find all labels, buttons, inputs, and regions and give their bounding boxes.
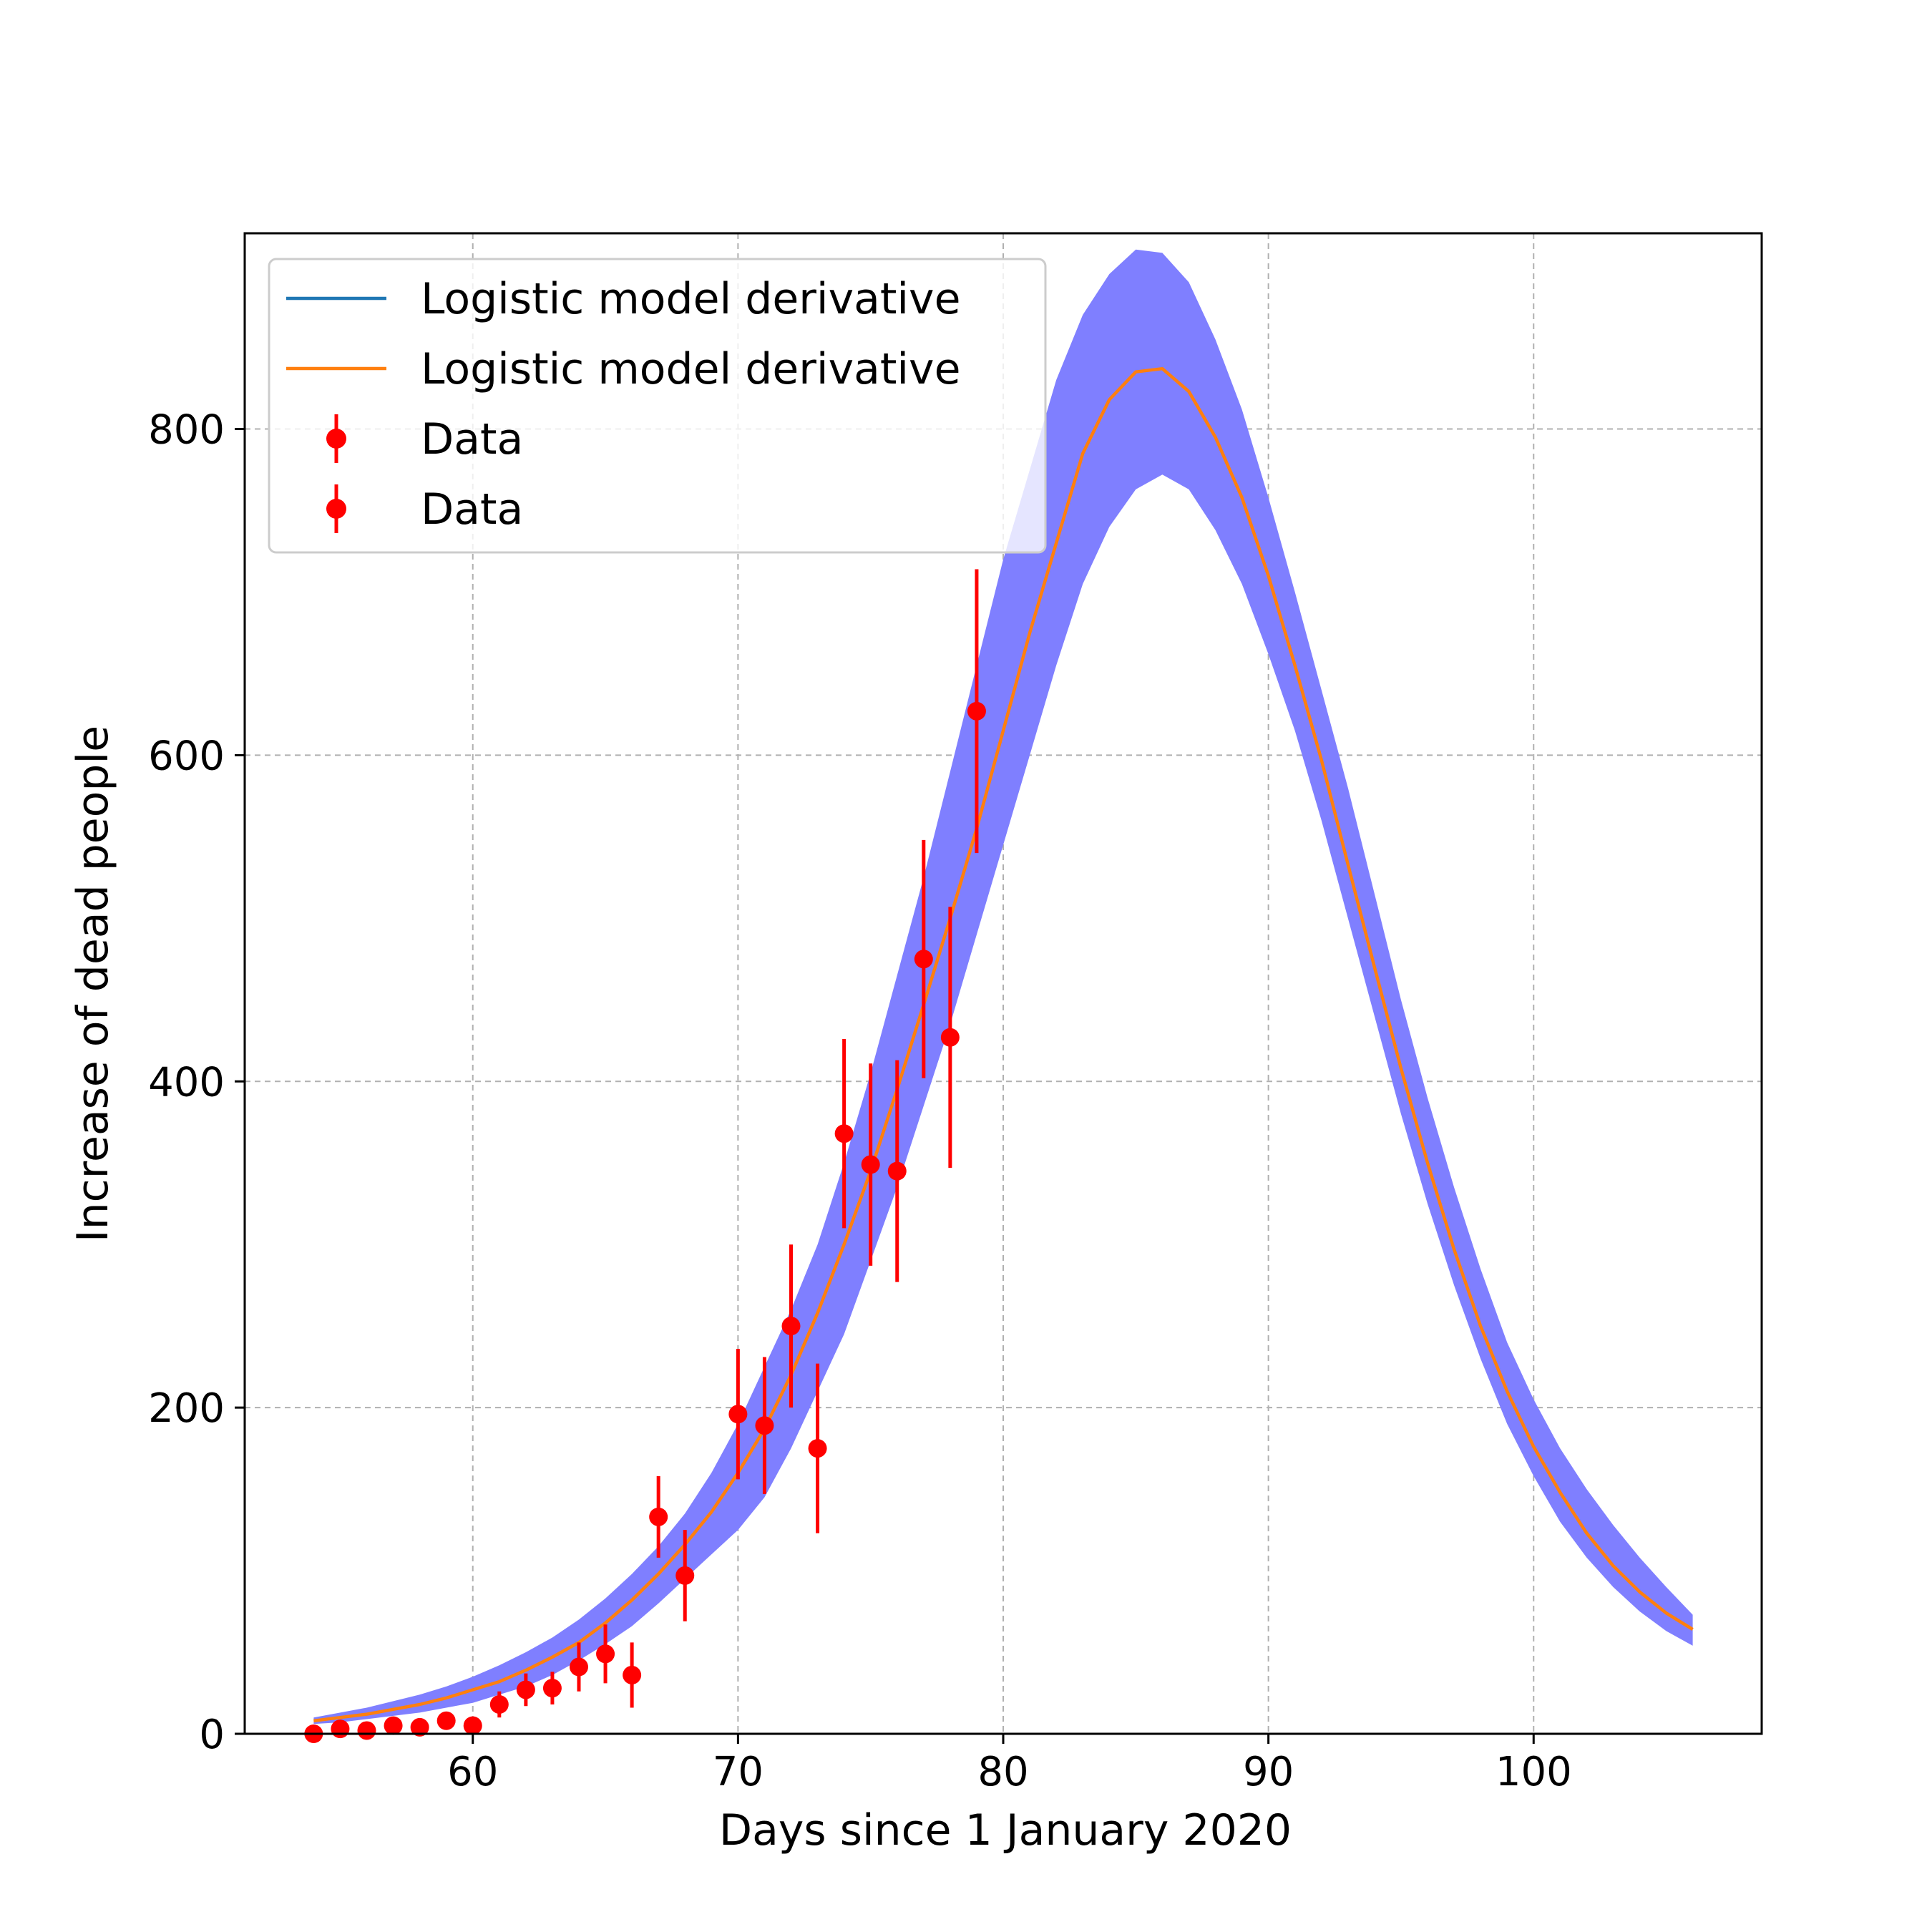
data-point xyxy=(675,1566,695,1585)
axis-ticks: 60 70 80 90 100 0 200 400 600 800 xyxy=(148,407,1572,1795)
legend-label: Logistic model derivative xyxy=(421,344,960,394)
x-tick-label: 80 xyxy=(977,1749,1028,1795)
y-tick-label: 600 xyxy=(148,733,225,779)
data-point xyxy=(569,1657,588,1677)
data-point xyxy=(542,1679,562,1698)
data-point xyxy=(887,1161,907,1181)
data-point xyxy=(940,1028,960,1047)
legend-label: Data xyxy=(421,414,523,464)
data-point xyxy=(755,1416,774,1435)
data-point xyxy=(861,1155,880,1174)
legend-point-swatch xyxy=(326,499,346,519)
x-tick-label: 100 xyxy=(1496,1749,1572,1795)
model-line xyxy=(313,366,1694,1723)
legend-label: Logistic model derivative xyxy=(421,274,960,324)
x-tick-label: 70 xyxy=(713,1749,763,1795)
data-point xyxy=(357,1721,376,1740)
data-point xyxy=(808,1439,827,1458)
x-tick-label: 60 xyxy=(447,1749,498,1795)
y-axis-label: Increase of dead people xyxy=(68,726,118,1242)
data-point xyxy=(463,1716,482,1735)
data-point xyxy=(331,1719,350,1739)
data-point xyxy=(781,1317,801,1336)
x-axis-label: Days since 1 January 2020 xyxy=(719,1805,1292,1855)
y-tick-label: 0 xyxy=(199,1712,225,1758)
legend-box xyxy=(268,258,1047,554)
legend: Logistic model derivative Logistic model … xyxy=(268,258,1047,554)
legend-label: Data xyxy=(421,484,523,535)
data-point xyxy=(516,1680,535,1699)
y-tick-label: 800 xyxy=(148,407,225,454)
data-point xyxy=(384,1716,403,1735)
x-tick-label: 90 xyxy=(1243,1749,1294,1795)
data-point xyxy=(436,1711,456,1730)
data-point xyxy=(728,1405,748,1424)
legend-point-swatch xyxy=(326,429,346,449)
y-tick-label: 200 xyxy=(148,1385,225,1432)
y-tick-label: 400 xyxy=(148,1059,225,1106)
data-point xyxy=(967,701,986,721)
data-point xyxy=(410,1717,429,1737)
data-point xyxy=(489,1694,509,1714)
data-point xyxy=(649,1507,668,1526)
data-point xyxy=(596,1644,615,1664)
data-point xyxy=(623,1665,642,1684)
model-line-layer xyxy=(313,366,1694,1723)
data-point xyxy=(834,1124,854,1143)
data-point xyxy=(914,950,933,969)
